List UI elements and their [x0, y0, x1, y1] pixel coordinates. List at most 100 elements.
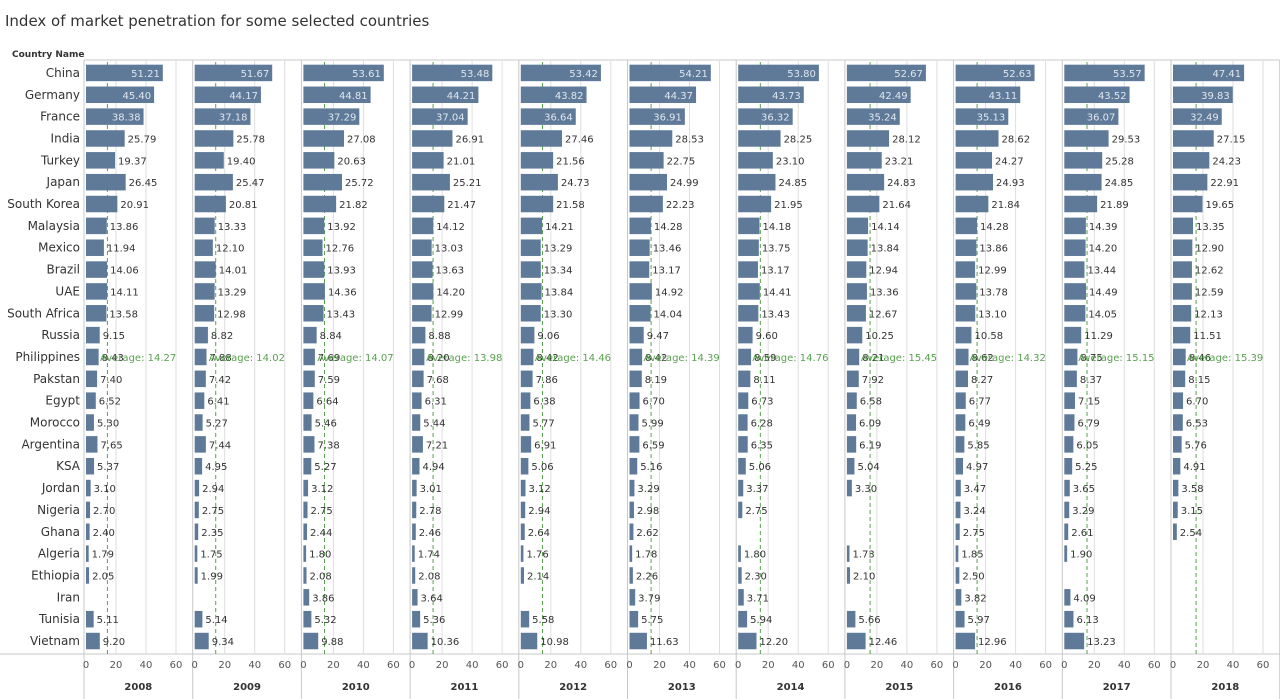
bar — [629, 217, 651, 235]
bar — [629, 195, 663, 213]
bar — [303, 130, 345, 147]
bar — [955, 217, 978, 235]
value-label: 52.67 — [894, 69, 923, 80]
value-label: 11.63 — [650, 637, 679, 648]
value-label: 21.64 — [882, 200, 911, 211]
value-label: 1.79 — [92, 550, 114, 561]
x-tick-label: 40 — [466, 660, 479, 671]
bar — [412, 545, 415, 562]
bar — [629, 589, 636, 606]
value-label: 8.75 — [1080, 353, 1102, 364]
value-label: 10.36 — [431, 637, 460, 648]
value-label: 3.10 — [94, 484, 116, 495]
year-label: 2013 — [668, 682, 696, 693]
x-tick-label: 40 — [248, 660, 261, 671]
value-label: 13.43 — [761, 309, 790, 320]
bar — [86, 414, 94, 431]
bar — [629, 173, 667, 191]
bar — [1064, 64, 1145, 82]
bar — [1173, 501, 1178, 519]
value-label: 6.64 — [316, 397, 338, 408]
value-label: 32.49 — [1190, 113, 1219, 124]
value-label: 7.38 — [317, 440, 339, 451]
value-label: 25.72 — [345, 178, 374, 189]
value-label: 12.99 — [435, 309, 464, 320]
value-label: 12.96 — [978, 637, 1007, 648]
bar — [520, 239, 541, 256]
value-label: 13.63 — [436, 266, 465, 277]
bar — [412, 173, 450, 191]
bar — [955, 130, 999, 147]
value-label: 39.83 — [1201, 91, 1230, 102]
value-label: 14.20 — [1089, 244, 1118, 255]
value-label: 35.24 — [868, 113, 897, 124]
country-label: Tunisia — [38, 612, 80, 626]
bar — [194, 130, 234, 147]
bar — [1173, 239, 1193, 256]
value-label: 5.32 — [314, 615, 336, 626]
bar — [738, 436, 748, 453]
bar — [629, 567, 633, 584]
bar — [194, 523, 199, 541]
value-label: 1.75 — [200, 550, 222, 561]
value-label: 24.23 — [1212, 156, 1241, 167]
x-tick-label: 20 — [436, 660, 449, 671]
x-tick-label: 20 — [1088, 660, 1101, 671]
country-label: Brazil — [47, 263, 81, 277]
value-label: 24.85 — [778, 178, 807, 189]
bar — [955, 632, 976, 650]
value-label: 5.66 — [858, 615, 880, 626]
bar — [86, 610, 94, 628]
bar — [412, 610, 421, 628]
bar — [520, 326, 535, 344]
value-label: 13.30 — [544, 309, 573, 320]
bar — [846, 567, 851, 584]
bar — [194, 239, 213, 256]
value-label: 9.06 — [537, 331, 559, 342]
value-label: 5.94 — [750, 615, 772, 626]
value-label: 21.89 — [1100, 200, 1129, 211]
bar — [629, 348, 643, 366]
country-label: China — [46, 66, 80, 80]
bar — [738, 239, 759, 256]
value-label: 12.10 — [216, 244, 245, 255]
value-label: 7.92 — [862, 375, 884, 386]
bar — [846, 326, 863, 344]
bar — [194, 173, 233, 191]
bar — [1173, 283, 1192, 300]
value-label: 6.35 — [751, 440, 773, 451]
value-label: 12.13 — [1194, 309, 1223, 320]
bar — [194, 567, 198, 584]
value-label: 11.51 — [1193, 331, 1222, 342]
bar — [955, 173, 993, 191]
bar — [412, 64, 493, 82]
value-label: 7.68 — [427, 375, 449, 386]
bar — [86, 239, 104, 256]
value-label: 12.62 — [1195, 266, 1224, 277]
x-tick-label: 60 — [822, 660, 835, 671]
bar — [86, 261, 108, 278]
bar — [1064, 479, 1070, 497]
value-label: 24.83 — [887, 178, 916, 189]
x-tick-label: 60 — [278, 660, 291, 671]
country-label: Morocco — [30, 416, 80, 430]
bar — [1173, 326, 1191, 344]
bar — [738, 479, 744, 497]
value-label: 6.05 — [1076, 440, 1098, 451]
year-label: 2011 — [451, 682, 479, 693]
bar — [412, 283, 434, 300]
value-label: 13.34 — [544, 266, 573, 277]
value-label: 51.21 — [131, 69, 160, 80]
bar — [846, 305, 866, 322]
value-label: 29.53 — [1112, 134, 1141, 145]
bar — [738, 195, 772, 213]
bar — [738, 86, 804, 104]
value-label: 6.73 — [751, 397, 773, 408]
value-label: 7.21 — [426, 440, 448, 451]
bar — [955, 457, 964, 475]
bar — [86, 64, 163, 82]
value-label: 53.48 — [461, 69, 490, 80]
bar — [846, 479, 852, 497]
value-label: 9.20 — [103, 637, 125, 648]
value-label: 6.31 — [425, 397, 447, 408]
